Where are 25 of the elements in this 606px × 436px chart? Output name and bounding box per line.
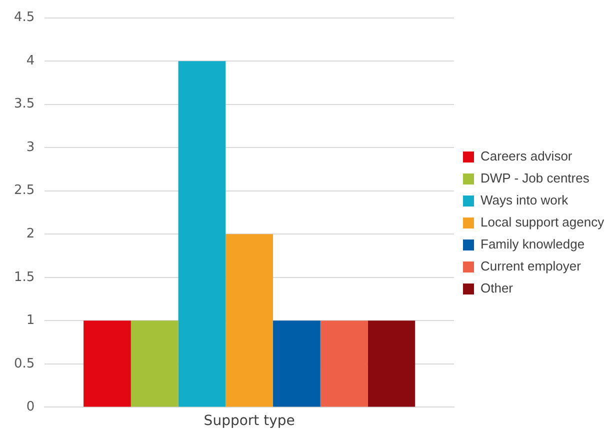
legend-label: Family knowledge <box>480 236 585 252</box>
y-tick-label: 3.5 <box>14 96 35 112</box>
bar <box>226 234 274 407</box>
y-tick-label: 4.5 <box>14 10 35 26</box>
bar <box>130 320 178 407</box>
legend-label: Other <box>480 280 514 296</box>
y-tick-label: 1.5 <box>14 270 35 285</box>
x-tick-label: Support type <box>204 413 295 430</box>
bar <box>368 320 416 407</box>
legend-label: Current employer <box>480 258 582 274</box>
y-tick-label: 0 <box>26 400 35 415</box>
bar <box>320 320 368 407</box>
y-tick-label: 3 <box>26 140 35 155</box>
bar <box>84 320 131 407</box>
y-tick-label: 2 <box>26 226 35 242</box>
y-tick-label: 2.5 <box>14 183 35 198</box>
y-tick-label: 4 <box>26 53 35 68</box>
bar <box>178 61 226 407</box>
y-tick-label: 0.5 <box>14 356 35 372</box>
legend-label: Local support agency <box>480 214 605 230</box>
y-tick-label: 1 <box>26 313 35 328</box>
bar <box>273 320 320 407</box>
legend-label: DWP - Job centres <box>480 170 590 186</box>
legend-label: Ways into work <box>480 192 569 208</box>
legend-label: Careers advisor <box>480 148 573 164</box>
